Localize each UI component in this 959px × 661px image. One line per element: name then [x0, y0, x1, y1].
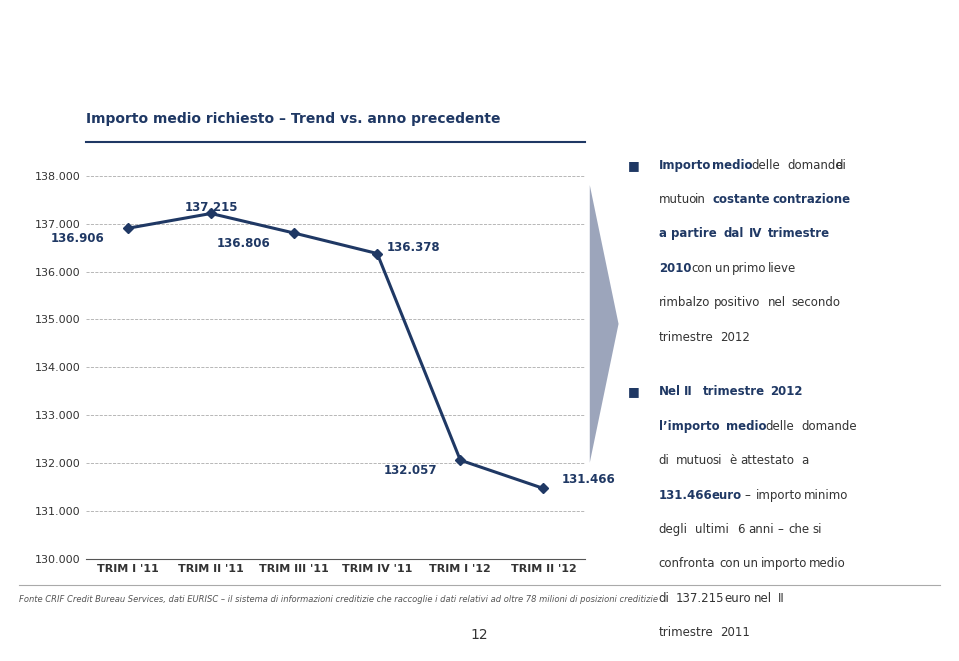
Text: euro: euro: [725, 592, 751, 605]
Text: che: che: [788, 523, 810, 536]
Text: rimbalzo: rimbalzo: [659, 296, 711, 309]
Text: in: in: [694, 193, 706, 206]
Text: nel: nel: [755, 592, 772, 605]
Text: si: si: [712, 454, 721, 467]
Text: lieve: lieve: [768, 262, 796, 275]
Text: domande: domande: [801, 420, 856, 433]
Text: –: –: [778, 523, 784, 536]
Text: trimestre: trimestre: [659, 626, 713, 639]
Text: Andamento importo medio richiesto Mutuo: Andamento importo medio richiesto Mutuo: [21, 30, 696, 59]
Text: di: di: [659, 592, 669, 605]
Text: degli: degli: [659, 523, 688, 536]
Text: l’importo: l’importo: [659, 420, 719, 433]
Text: partire: partire: [670, 227, 716, 241]
Text: 2012: 2012: [770, 385, 803, 399]
Text: un: un: [714, 262, 730, 275]
Text: trimestre: trimestre: [659, 330, 713, 344]
Text: II: II: [778, 592, 784, 605]
Text: Fonte CRIF Credit Bureau Services, dati EURISC – il sistema di informazioni cred: Fonte CRIF Credit Bureau Services, dati …: [19, 595, 658, 604]
Text: si: si: [812, 523, 822, 536]
Text: con: con: [719, 557, 740, 570]
Text: ■: ■: [628, 159, 640, 172]
Text: minimo: minimo: [804, 488, 848, 502]
Text: 2012: 2012: [719, 330, 750, 344]
Text: Importo medio richiesto – Trend vs. anno precedente: Importo medio richiesto – Trend vs. anno…: [86, 112, 501, 126]
Text: Nel: Nel: [659, 385, 681, 399]
Text: 131.466: 131.466: [659, 488, 713, 502]
Text: medio: medio: [712, 159, 753, 172]
Text: 2011: 2011: [719, 626, 750, 639]
Text: 136.806: 136.806: [217, 237, 270, 250]
Text: un: un: [743, 557, 759, 570]
Text: con: con: [691, 262, 713, 275]
Text: importo: importo: [760, 557, 807, 570]
Text: mutuo: mutuo: [676, 454, 714, 467]
Text: trimestre: trimestre: [768, 227, 830, 241]
Text: di: di: [835, 159, 847, 172]
Text: 2010: 2010: [659, 262, 691, 275]
Text: ■: ■: [628, 385, 640, 399]
Text: domande: domande: [787, 159, 843, 172]
Text: è: è: [730, 454, 737, 467]
Text: attestato: attestato: [740, 454, 794, 467]
Text: Importo: Importo: [659, 159, 712, 172]
Text: di: di: [659, 454, 669, 467]
Text: positivo: positivo: [713, 296, 760, 309]
Text: 131.466: 131.466: [562, 473, 616, 486]
Text: 137.215: 137.215: [676, 592, 725, 605]
Text: trimestre: trimestre: [703, 385, 765, 399]
Text: a: a: [802, 454, 808, 467]
Text: nel: nel: [768, 296, 786, 309]
Text: secondo: secondo: [792, 296, 841, 309]
Text: 137.215: 137.215: [184, 201, 238, 214]
Text: mutuo: mutuo: [659, 193, 697, 206]
Text: ultimi: ultimi: [694, 523, 729, 536]
Text: euro: euro: [712, 488, 742, 502]
Text: 132.057: 132.057: [384, 464, 437, 477]
Text: medio: medio: [809, 557, 846, 570]
Text: IV: IV: [749, 227, 762, 241]
Text: 6: 6: [737, 523, 744, 536]
Text: 136.906: 136.906: [51, 232, 105, 245]
Text: importo: importo: [756, 488, 802, 502]
Text: 136.378: 136.378: [387, 241, 441, 254]
Text: a: a: [659, 227, 667, 241]
Text: dal: dal: [724, 227, 744, 241]
Text: contrazione: contrazione: [772, 193, 851, 206]
Text: delle: delle: [751, 159, 780, 172]
Text: –: –: [744, 488, 750, 502]
Text: confronta: confronta: [659, 557, 715, 570]
Text: primo: primo: [732, 262, 766, 275]
Text: delle: delle: [765, 420, 794, 433]
Text: anni: anni: [748, 523, 774, 536]
Text: medio: medio: [726, 420, 766, 433]
Text: II: II: [685, 385, 693, 399]
Text: costante: costante: [712, 193, 770, 206]
Text: 12: 12: [471, 627, 488, 642]
